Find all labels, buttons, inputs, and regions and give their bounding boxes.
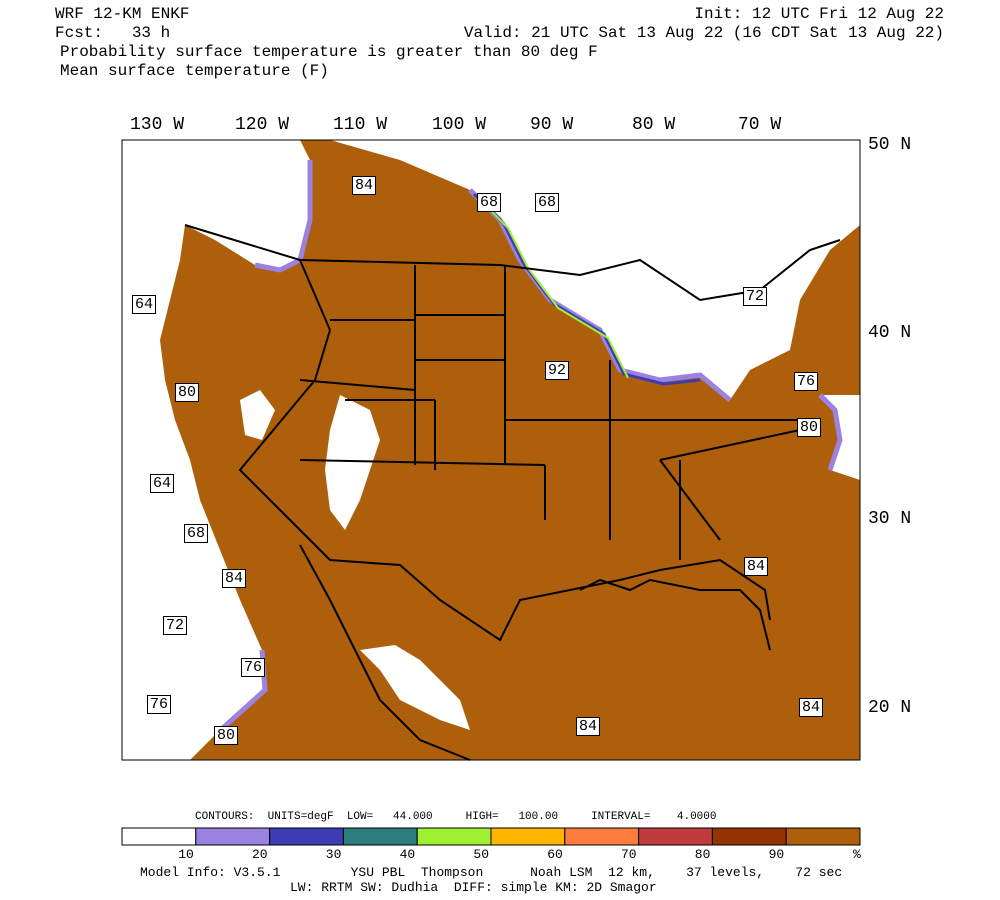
colorbar-label: 70 [620, 847, 637, 862]
contour-label: 72 [163, 616, 188, 635]
forecast-hour: Fcst: 33 h [55, 24, 171, 42]
contour-label: 76 [147, 695, 172, 714]
contour-label: 68 [184, 524, 209, 543]
probability-band [818, 393, 843, 471]
physics-info: LW: RRTM SW: Dudhia DIFF: simple KM: 2D … [290, 880, 657, 895]
boundaries [184, 224, 841, 642]
colorbar-swatch [269, 827, 344, 846]
cool-north [330, 140, 860, 400]
longitude-label: 100 W [432, 115, 487, 135]
contour-label: 84 [222, 569, 247, 588]
cool-mexico [360, 645, 470, 730]
longitude-label: 80 W [632, 115, 676, 135]
probability-band [477, 197, 629, 379]
coastline [579, 578, 771, 651]
colorbar-swatch [121, 827, 197, 846]
colorbar-swatch [564, 827, 640, 846]
longitude-label: 90 W [530, 115, 574, 135]
colorbar-label: 30 [325, 847, 342, 862]
model-info: Model Info: V3.5.1 YSU PBL Thompson Noah… [140, 865, 843, 880]
contour-label: 76 [794, 372, 819, 391]
contour-label: 84 [799, 698, 824, 717]
latitude-label: 50 N [868, 135, 912, 155]
longitude-label: 110 W [333, 115, 388, 135]
contour-label: 84 [576, 717, 601, 736]
field-subtitle: Mean surface temperature (F) [60, 62, 329, 80]
init-time: Init: 12 UTC Fri 12 Aug 22 [694, 5, 944, 23]
colorbar-label: 80 [694, 847, 711, 862]
latitude-label: 20 N [868, 698, 912, 718]
colorbar-label: 60 [547, 847, 563, 862]
valid-time: Valid: 21 UTC Sat 13 Aug 22 (16 CDT Sat … [463, 24, 944, 42]
contour-label: 84 [744, 557, 769, 576]
colorbar-unit: % [853, 847, 861, 862]
colorbar-swatch [490, 827, 566, 846]
contour-label: 64 [150, 474, 175, 493]
contour-label: 68 [535, 193, 560, 212]
longitude-label: 70 W [738, 115, 782, 135]
contour-label: 68 [477, 193, 502, 212]
probability-band [472, 192, 701, 386]
colorbar-swatch [785, 827, 861, 846]
colorbar-swatch [342, 827, 418, 846]
colorbar-swatch [638, 827, 713, 846]
contour-label: 84 [352, 176, 377, 195]
map-frame [121, 139, 861, 761]
contour-label: 80 [175, 383, 200, 402]
colorbar [121, 827, 861, 846]
colorbar-label: 40 [399, 847, 416, 862]
colorbar-label: 90 [768, 847, 785, 862]
latitude-label: 30 N [868, 509, 912, 529]
field-title: Probability surface temperature is great… [60, 43, 598, 61]
contour-info: CONTOURS: UNITS=degF LOW= 44.000 HIGH= 1… [195, 811, 717, 823]
cool-rockies [325, 395, 380, 530]
contour-label: 92 [545, 361, 570, 380]
longitude-label: 130 W [130, 115, 185, 135]
contour-label: 80 [797, 418, 822, 437]
contour-label: 76 [241, 658, 266, 677]
coastline [299, 544, 471, 761]
model-title: WRF 12-KM ENKF [55, 5, 190, 23]
colorbar-swatch [711, 827, 787, 846]
latitude-label: 40 N [868, 323, 912, 343]
longitude-label: 120 W [235, 115, 290, 135]
cool-west [122, 140, 310, 760]
colorbar-label: 50 [473, 847, 489, 862]
colorbar-swatch [195, 827, 271, 846]
contour-label: 64 [132, 295, 157, 314]
colorbar-label: 10 [178, 847, 194, 862]
colorbar-swatch [416, 827, 492, 846]
colorbar-label: 20 [251, 847, 268, 862]
contour-label: 72 [743, 287, 768, 306]
cool-sierra [240, 390, 275, 440]
contour-label: 80 [214, 726, 239, 745]
